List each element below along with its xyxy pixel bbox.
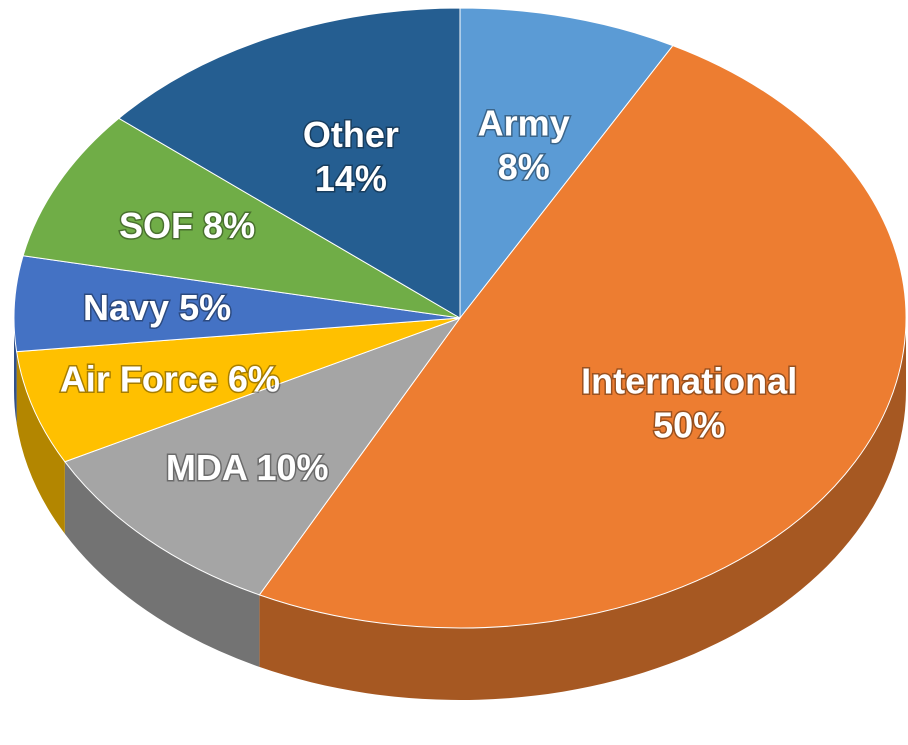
pie-slice xyxy=(16,317,461,463)
value-label: 6% xyxy=(228,358,280,399)
value-label: 10% xyxy=(257,447,329,488)
category-label: Air Force xyxy=(60,358,218,399)
slice-label: Navy 5% xyxy=(83,287,231,328)
pie-slice-side xyxy=(14,318,17,424)
value-label: 50% xyxy=(653,404,725,445)
slice-label: Army 8% xyxy=(478,103,570,188)
pie-slice xyxy=(258,45,907,629)
category-label: Navy xyxy=(83,287,169,328)
category-label: MDA xyxy=(166,447,248,488)
value-label: 14% xyxy=(315,158,387,199)
value-label: 8% xyxy=(498,147,550,188)
slice-label: International 50% xyxy=(581,360,797,445)
category-label: Other xyxy=(303,114,399,155)
slice-label: Other 14% xyxy=(303,114,399,199)
pie-slice-side xyxy=(259,318,906,701)
slice-label: MDA 10% xyxy=(166,447,329,488)
category-label: SOF xyxy=(119,205,193,246)
pie-slice xyxy=(64,316,462,596)
value-label: 8% xyxy=(203,205,255,246)
pie-slice xyxy=(459,7,674,320)
category-label: International xyxy=(581,360,797,401)
pie-slice xyxy=(22,117,461,319)
value-label: 5% xyxy=(179,287,231,328)
slice-label: Air Force 6% xyxy=(60,358,280,399)
category-label: Army xyxy=(478,103,570,144)
pie-slice xyxy=(117,7,461,319)
slice-label: SOF 8% xyxy=(119,205,255,246)
pie-slice-side xyxy=(64,461,260,667)
